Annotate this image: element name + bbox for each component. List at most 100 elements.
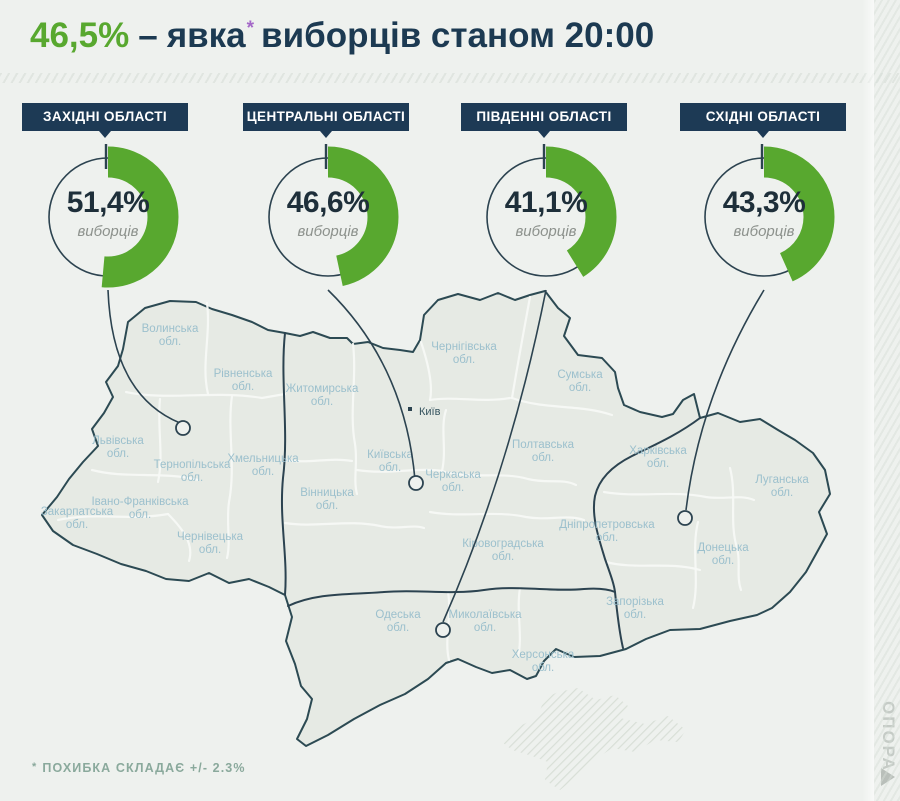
region-tag-west: ЗАХІДНІ ОБЛАСТІ <box>22 103 188 138</box>
oblast-label: Хмельницька <box>227 453 299 465</box>
margin-of-error-note: * ПОХИБКА СКЛАДАЄ +/- 2.3% <box>32 761 246 775</box>
footnote-text: ПОХИБКА СКЛАДАЄ +/- 2.3% <box>42 761 246 775</box>
overall-turnout-value: 46,5% <box>30 16 130 55</box>
donut-unit: виборців <box>77 223 139 240</box>
oblast-label: Житомирська <box>286 383 359 395</box>
oblast-label-suffix: обл. <box>181 472 203 484</box>
connector-south <box>442 289 547 623</box>
oblast-label: Одеська <box>375 609 421 621</box>
oblast-label: Миколаївська <box>448 609 522 621</box>
donut-chart-south: 41,1% виборців <box>471 142 621 292</box>
oblast-label-suffix: обл. <box>199 544 221 556</box>
donut-unit: виборців <box>297 223 359 240</box>
region-tag-label: СХІДНІ ОБЛАСТІ <box>705 109 821 124</box>
oblast-label: Луганська <box>755 474 809 486</box>
oblast-label: Чернігівська <box>431 341 497 353</box>
kyiv-label: Київ <box>419 406 441 418</box>
region-tag-label: ЦЕНТРАЛЬНІ ОБЛАСТІ <box>246 109 406 124</box>
oblast-label: Тернопільська <box>154 459 231 471</box>
oblast-label-suffix: обл. <box>624 609 646 621</box>
connector-marker-east <box>677 510 693 526</box>
oblast-label: Львівська <box>92 435 144 447</box>
donut-rings <box>257 144 399 288</box>
region-group-borders <box>280 332 701 649</box>
oblast-label-suffix: обл. <box>66 519 88 531</box>
connector-central <box>327 289 416 481</box>
oblast-label: Донецька <box>697 542 749 554</box>
oblast-label-suffix: обл. <box>569 382 591 394</box>
region-tag-label: ЗАХІДНІ ОБЛАСТІ <box>43 109 167 124</box>
oblast-label: Вінницька <box>300 487 354 499</box>
oblast-label-suffix: обл. <box>771 487 793 499</box>
oblast-label: Сумська <box>557 369 603 381</box>
opora-arrow-icon <box>881 768 895 786</box>
region-tag-south: ПІВДЕННІ ОБЛАСТІ <box>461 103 627 138</box>
connector-marker-west <box>175 420 191 436</box>
oblast-label: Чернівецька <box>177 531 244 543</box>
oblast-label-suffix: обл. <box>316 500 338 512</box>
donut-rings <box>475 144 617 288</box>
oblast-label-suffix: обл. <box>232 381 254 393</box>
oblast-label-suffix: обл. <box>453 354 475 366</box>
kyiv-city-dot <box>408 407 412 411</box>
oblast-label: Івано-Франківська <box>91 496 189 508</box>
connector-marker-central <box>408 475 424 491</box>
title-separator: – <box>138 16 158 55</box>
oblast-label: Запорізька <box>606 596 664 608</box>
page-title: 46,5% – явка* виборців станом 20:00 <box>30 16 654 56</box>
right-edge-highlight <box>862 0 874 801</box>
region-tag-central: ЦЕНТРАЛЬНІ ОБЛАСТІ <box>243 103 409 138</box>
oblast-label: Черкаська <box>425 469 481 481</box>
oblast-label-suffix: обл. <box>647 458 669 470</box>
crimea-hatched-area <box>502 688 686 790</box>
donut-unit: виборців <box>515 223 577 240</box>
ukraine-outline <box>41 290 831 747</box>
donut-chart-east: 43,3% виборців <box>689 142 839 292</box>
donut-rings <box>37 144 179 288</box>
oblast-label: Харківська <box>629 445 687 457</box>
title-word: явка <box>166 16 246 55</box>
title-asterisk: * <box>246 18 255 40</box>
connector-east <box>685 289 765 511</box>
oblast-label: Полтавська <box>512 439 575 451</box>
right-edge-hatch <box>874 0 900 801</box>
oblast-label-suffix: обл. <box>129 509 151 521</box>
oblast-label-suffix: обл. <box>379 462 401 474</box>
hatched-divider <box>0 73 900 83</box>
oblast-label-suffix: обл. <box>474 622 496 634</box>
oblast-label: Київська <box>367 449 413 461</box>
connector-marker-south <box>435 622 451 638</box>
donut-value: 41,1% <box>504 186 588 219</box>
region-tag-east: СХІДНІ ОБЛАСТІ <box>680 103 846 138</box>
donut-value: 51,4% <box>66 186 150 219</box>
oblast-label-suffix: обл. <box>596 532 618 544</box>
oblast-label-suffix: обл. <box>712 555 734 567</box>
oblast-label-suffix: обл. <box>442 482 464 494</box>
oblast-label: Кіровоградська <box>462 538 544 550</box>
oblast-label: Дніпропетровська <box>559 519 655 531</box>
region-tag-label: ПІВДЕННІ ОБЛАСТІ <box>476 109 612 124</box>
oblast-label-suffix: обл. <box>387 622 409 634</box>
oblast-label: Рівненська <box>214 368 273 380</box>
oblast-label-suffix: обл. <box>311 396 333 408</box>
donut-unit: виборців <box>733 223 795 240</box>
donut-chart-central: 46,6% виборців <box>253 142 403 292</box>
donut-rings <box>693 144 835 288</box>
pointer-triangle-icon <box>320 131 332 138</box>
oblast-label: Херсонська <box>512 649 575 661</box>
oblast-label-suffix: обл. <box>492 551 514 563</box>
oblast-label-suffix: обл. <box>252 466 274 478</box>
donut-chart-west: 51,4% виборців <box>33 142 183 292</box>
oblast-label-suffix: обл. <box>532 452 554 464</box>
connector-lines <box>107 289 765 638</box>
oblast-label-suffix: обл. <box>532 662 554 674</box>
pointer-triangle-icon <box>757 131 769 138</box>
oblast-borders <box>56 295 756 662</box>
oblast-label: Закарпатська <box>41 506 114 518</box>
title-rest: виборців станом 20:00 <box>261 16 655 55</box>
oblast-label-suffix: обл. <box>159 336 181 348</box>
oblast-label-suffix: обл. <box>107 448 129 460</box>
